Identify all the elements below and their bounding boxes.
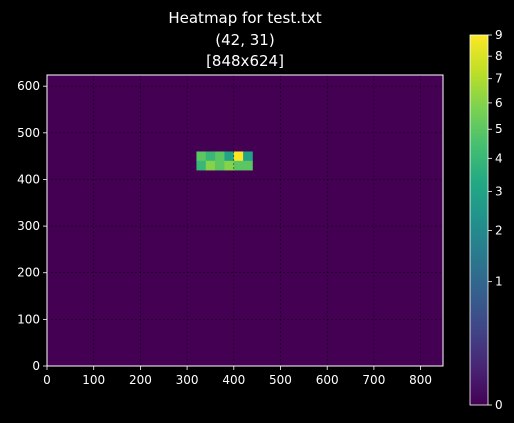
heatmap-cell: [224, 160, 235, 171]
heatmap-cell: [233, 160, 244, 171]
y-tick-label: 100: [17, 312, 40, 326]
x-tick-label: 200: [129, 373, 152, 387]
colorbar: [470, 35, 488, 405]
colorbar-tick-label: 2: [495, 224, 503, 238]
colorbar-tick-label: 6: [495, 96, 503, 110]
colorbar-ticks: 0 1 2 3 4 5 6 7 8 9: [488, 28, 503, 412]
x-tick-label: 0: [43, 373, 51, 387]
heatmap-cell: [205, 151, 216, 162]
x-tick-label: 800: [409, 373, 432, 387]
grid-lines: [46, 75, 443, 367]
y-tick-label: 600: [17, 79, 40, 93]
y-tick-label: 300: [17, 219, 40, 233]
x-tick-label: 100: [82, 373, 105, 387]
chart-title-line-1: Heatmap for test.txt: [168, 9, 321, 27]
y-tick-label: 200: [17, 266, 40, 280]
heatmap-cell: [196, 151, 207, 162]
heatmap-cell: [215, 160, 225, 171]
x-tick-label: 300: [176, 373, 199, 387]
heatmap-cell: [233, 151, 244, 162]
colorbar-tick-label: 8: [495, 49, 503, 63]
x-tick-label: 700: [362, 373, 385, 387]
x-axis: 0 100 200 300 400 500 600 700 800: [43, 366, 432, 387]
y-tick-label: 500: [17, 126, 40, 140]
chart-title-line-3: [848x624]: [206, 52, 284, 70]
colorbar-tick-label: 0: [495, 398, 503, 412]
y-axis: 0 100 200 300 400 500 600: [17, 79, 47, 373]
colorbar-tick-label: 5: [495, 122, 503, 136]
colorbar-tick-label: 7: [495, 72, 503, 86]
colorbar-tick-label: 3: [495, 184, 503, 198]
colorbar-tick-label: 9: [495, 28, 503, 42]
heatmap-cell: [243, 151, 253, 162]
heatmap-cell: [196, 160, 207, 171]
heatmap-cell: [205, 160, 216, 171]
plot-area: [47, 75, 443, 366]
chart-title-line-2: (42, 31): [215, 31, 274, 49]
colorbar-tick-label: 4: [495, 151, 503, 165]
heatmap-cells: [196, 151, 253, 171]
x-tick-label: 500: [269, 373, 292, 387]
plot-frame: [46, 74, 444, 367]
y-tick-label: 400: [17, 172, 40, 186]
heatmap-cell: [224, 151, 235, 162]
x-tick-label: 600: [316, 373, 339, 387]
heatmap-cell: [215, 151, 225, 162]
colorbar-frame: [469, 34, 489, 406]
x-tick-label: 400: [222, 373, 245, 387]
heatmap-cell: [243, 160, 253, 171]
colorbar-tick-label: 1: [495, 275, 503, 289]
y-tick-label: 0: [32, 359, 40, 373]
